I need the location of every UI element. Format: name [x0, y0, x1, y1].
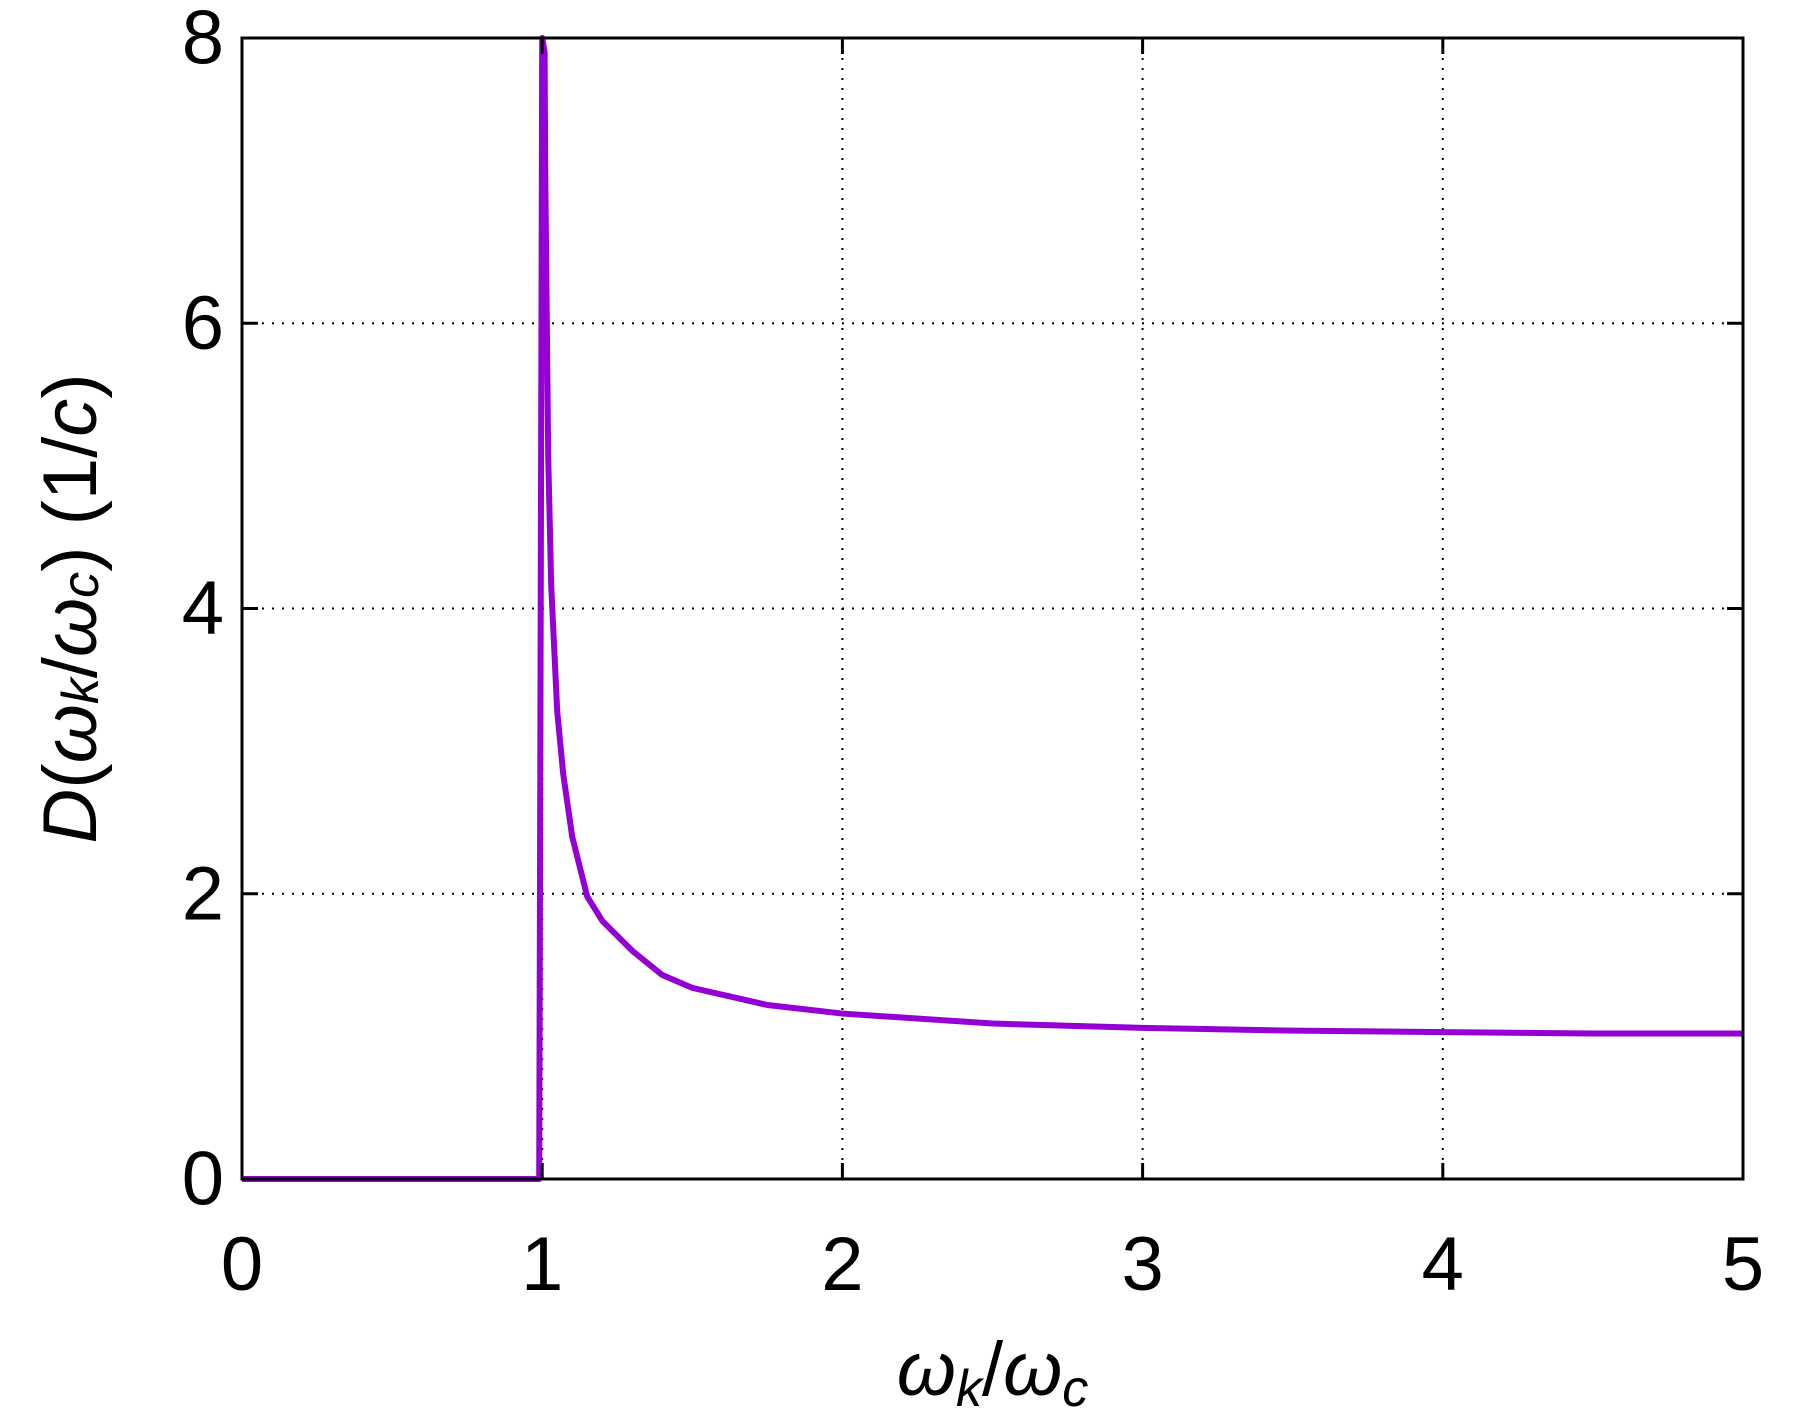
axis-label-part: D: [28, 789, 113, 844]
x-tick-label: 0: [221, 1222, 263, 1307]
x-axis-label: ωk/ωc: [897, 1327, 1089, 1418]
y-axis-label: D(ωk/ωc) (1/c): [28, 373, 113, 843]
axis-label-part: ω: [1003, 1327, 1062, 1412]
y-tick-label: 2: [182, 851, 224, 936]
x-tick-label: 4: [1422, 1222, 1464, 1307]
axis-label-part: /: [28, 656, 113, 678]
axis-label-part: ω: [28, 598, 113, 657]
y-tick-labels: 0 2 4 6 8: [182, 0, 224, 1222]
series-line-0: [242, 35, 1743, 1182]
x-tick-label: 5: [1722, 1222, 1764, 1307]
grid: [242, 38, 1743, 1179]
x-tick-label: 3: [1121, 1222, 1163, 1307]
x-tick-label: 2: [821, 1222, 863, 1307]
y-tick-label: 4: [182, 566, 224, 651]
axis-label-part: /: [982, 1327, 1004, 1412]
axis-label-part: ): [28, 373, 113, 398]
y-tick-label: 8: [182, 0, 224, 81]
axis-label-part: ω: [897, 1327, 956, 1412]
axis-label-part: ) (1/: [28, 436, 113, 572]
y-tick-label: 0: [182, 1137, 224, 1222]
axis-label-part: k: [956, 1360, 985, 1418]
x-tick-label: 1: [521, 1222, 563, 1307]
axis-label-part: c: [52, 572, 110, 598]
y-tick-label: 6: [182, 281, 224, 366]
x-tick-labels: 0 1 2 3 4 5: [221, 1222, 1764, 1307]
axis-label-part: k: [52, 675, 110, 704]
axis-label-part: ω: [28, 704, 113, 763]
axis-label-part: c: [1062, 1360, 1088, 1418]
axis-label-part: (: [28, 763, 113, 788]
axis-label-part: c: [28, 399, 113, 437]
tick-marks: [240, 36, 1745, 1181]
